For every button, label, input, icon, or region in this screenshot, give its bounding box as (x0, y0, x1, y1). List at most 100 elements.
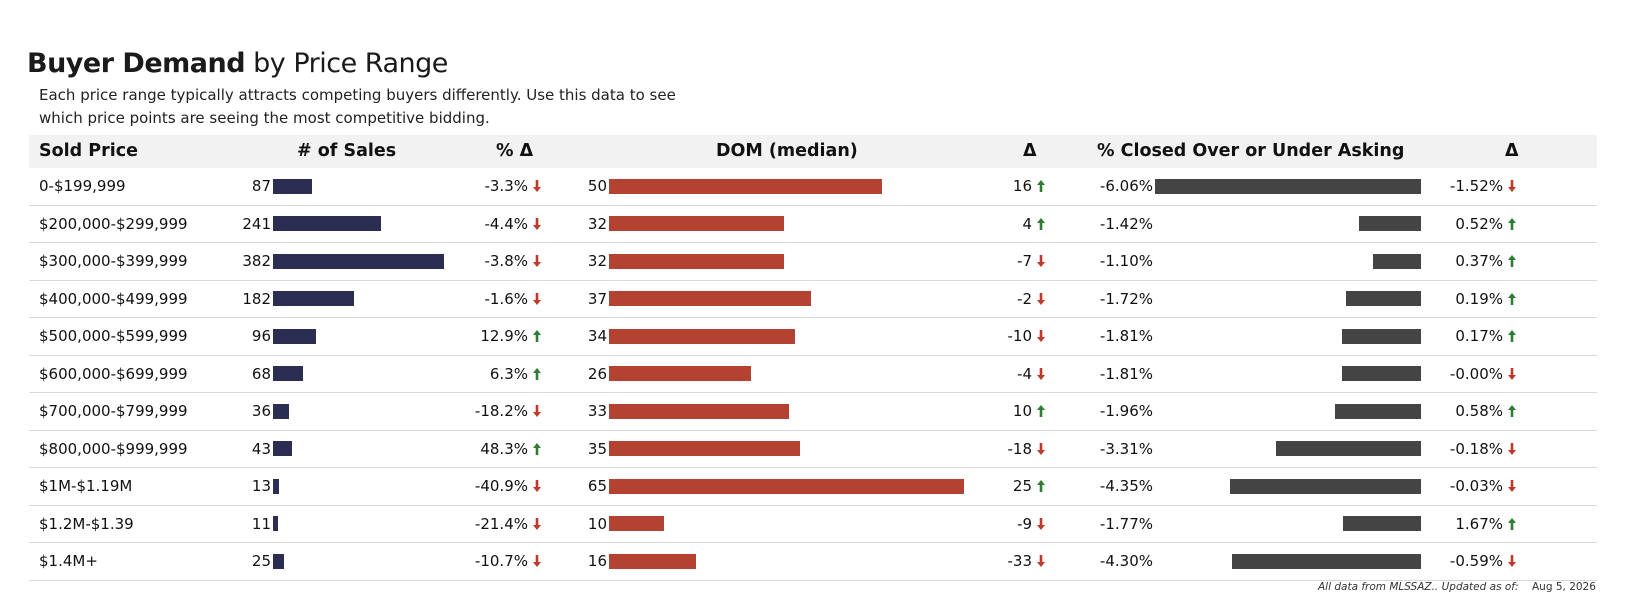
arrow-up-icon (1508, 517, 1516, 530)
dom-value: 32 (587, 214, 607, 233)
sales-change-value: -21.4% (474, 514, 528, 533)
closed-bar (1275, 441, 1421, 456)
sales-change-value: -18.2% (474, 402, 528, 420)
closed-bar (1232, 553, 1421, 569)
dom-bar (609, 253, 784, 269)
table-row: $1M-$1.19M 13 -40.9% 65 25 -4.35% -0.03% (29, 468, 1597, 506)
title-bold: Buyer Demand (27, 48, 246, 79)
sales-bar (273, 328, 316, 344)
arrow-down-icon (533, 180, 541, 192)
sales-change-value: -40.9% (474, 477, 528, 495)
sales-change: 12.9% (480, 318, 541, 354)
sales-change-value: 48.3% (480, 439, 528, 458)
dom-change-value: -2 (1017, 289, 1032, 308)
closed-change-value: -0.00% (1449, 364, 1503, 383)
sales-change: -40.9% (475, 468, 541, 504)
dom-bar (609, 291, 812, 306)
price-range-label: 0-$199,999 (39, 177, 126, 195)
sales-value: 11 (251, 514, 271, 533)
sales-value: 68 (251, 364, 271, 383)
sales-bar (273, 178, 312, 194)
sales-bar (273, 291, 355, 306)
sales-change-value: -3.3% (484, 177, 528, 195)
dom-bar (609, 328, 795, 344)
price-range-label: $800,000-$999,999 (39, 439, 188, 458)
sales-change: -10.7% (475, 543, 541, 579)
closed-value: -4.35% (1099, 477, 1153, 495)
footnote-date: Aug 5, 2026 (1532, 581, 1596, 593)
header-num-sales: # of Sales (297, 141, 397, 161)
sales-change-value: 6.3% (489, 364, 528, 383)
closed-change-value: 1.67% (1455, 514, 1503, 533)
arrow-down-icon (1037, 330, 1045, 342)
closed-change: 0.19% (1455, 281, 1516, 317)
table-row: $200,000-$299,999 241 -4.4% 32 4 -1.42% 0.52% (29, 206, 1597, 243)
dom-change: -18 (1008, 431, 1045, 467)
closed-value: -1.72% (1099, 289, 1153, 308)
arrow-up-icon (1508, 330, 1516, 342)
sales-value: 382 (242, 252, 271, 270)
sales-change: 6.3% (490, 356, 541, 392)
sales-bar (273, 253, 444, 269)
closed-value: -1.10% (1099, 252, 1153, 270)
table-row: 0-$199,999 87 -3.3% 50 16 -6.06% -1.52% (29, 168, 1597, 206)
closed-bar (1341, 366, 1421, 381)
table-header: Sold Price # of Sales % Δ DOM (median) Δ… (29, 135, 1597, 168)
dom-bar (609, 403, 790, 419)
closed-bar (1372, 253, 1421, 269)
dom-change-value: 16 (1012, 177, 1032, 195)
closed-bar (1345, 291, 1421, 306)
sales-change: 48.3% (480, 431, 541, 467)
closed-change: -0.18% (1450, 431, 1516, 467)
dom-change-value: -9 (1017, 514, 1032, 533)
arrow-up-icon (533, 330, 541, 342)
arrow-down-icon (533, 517, 541, 530)
arrow-up-icon (1037, 405, 1045, 417)
header-sold-price: Sold Price (39, 141, 138, 161)
closed-change-value: -0.59% (1449, 552, 1503, 570)
closed-bar (1358, 216, 1421, 231)
closed-change: -1.52% (1450, 168, 1516, 204)
arrow-down-icon (1037, 292, 1045, 305)
closed-change: -0.00% (1450, 356, 1516, 392)
closed-change: -0.59% (1450, 543, 1516, 579)
closed-value: -3.31% (1099, 439, 1153, 458)
table-row: $600,000-$699,999 68 6.3% 26 -4 -1.81% -0.00% (29, 356, 1597, 393)
sales-bar (273, 478, 279, 494)
arrow-up-icon (1037, 217, 1045, 230)
dom-value: 50 (587, 177, 607, 195)
title-light: by Price Range (245, 48, 448, 79)
dom-value: 35 (587, 439, 607, 458)
arrow-down-icon (1508, 442, 1516, 455)
table-row: $700,000-$799,999 36 -18.2% 33 10 -1.96% 0.58% (29, 393, 1597, 431)
page-title: Buyer Demand by Price Range (27, 44, 448, 84)
dom-change-value: -7 (1017, 252, 1032, 270)
closed-value: -1.96% (1099, 402, 1153, 420)
closed-change-value: 0.37% (1455, 252, 1503, 270)
sales-change: -4.4% (484, 206, 541, 242)
price-range-label: $500,000-$599,999 (39, 327, 188, 345)
sales-bar (273, 441, 293, 456)
arrow-down-icon (533, 292, 541, 305)
dom-change: 16 (1013, 168, 1045, 204)
sales-value: 96 (251, 327, 271, 345)
arrow-down-icon (1037, 555, 1045, 567)
closed-change-value: -1.52% (1449, 177, 1503, 195)
closed-change: -0.03% (1450, 468, 1516, 504)
arrow-up-icon (533, 442, 541, 455)
header-closed: % Closed Over or Under Asking (1097, 141, 1405, 161)
sales-change-value: -1.6% (484, 289, 528, 308)
dom-value: 65 (587, 477, 607, 495)
dom-change-value: 10 (1012, 402, 1032, 420)
dom-bar (609, 366, 751, 381)
sales-value: 25 (251, 552, 271, 570)
sales-bar (273, 403, 290, 419)
dom-bar (609, 216, 784, 231)
closed-value: -1.42% (1099, 214, 1153, 233)
header-dom: DOM (median) (716, 141, 858, 161)
arrow-down-icon (1037, 255, 1045, 267)
price-range-label: $1M-$1.19M (39, 477, 133, 495)
sales-bar (273, 516, 278, 531)
arrow-down-icon (533, 480, 541, 492)
table-row: $400,000-$499,999 182 -1.6% 37 -2 -1.72% 0.19% (29, 281, 1597, 318)
